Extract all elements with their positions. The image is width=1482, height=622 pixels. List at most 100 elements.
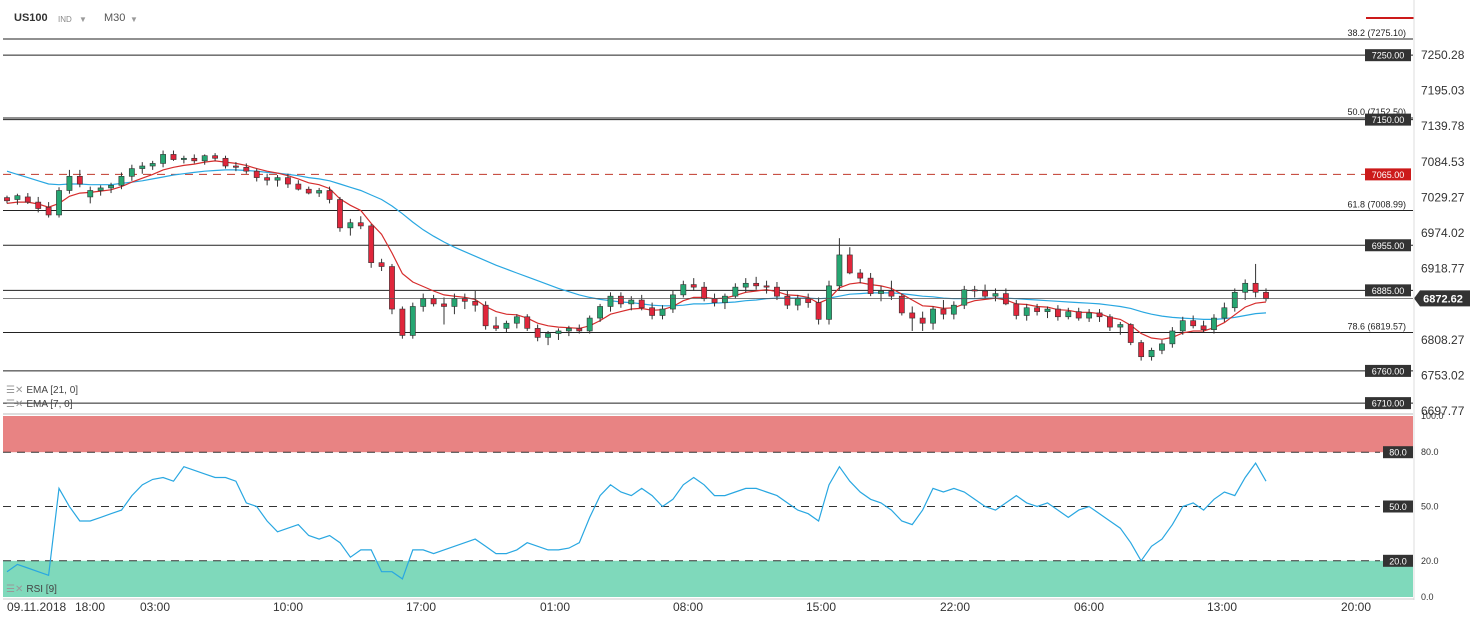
candle-down bbox=[357, 222, 364, 227]
candle-up bbox=[1211, 317, 1217, 330]
candle-up bbox=[586, 317, 593, 332]
candle-down bbox=[35, 201, 42, 209]
level-badge-label: 6710.00 bbox=[1372, 399, 1405, 409]
candle-down bbox=[1138, 342, 1145, 358]
candle-down bbox=[337, 199, 343, 229]
candle-up bbox=[961, 289, 968, 306]
time-tick-label: 13:00 bbox=[1207, 600, 1237, 614]
ema21-legend[interactable]: ☰✕ EMA [21, 0] bbox=[6, 385, 78, 396]
candle-up bbox=[87, 190, 94, 198]
candle-down bbox=[222, 157, 229, 167]
candle-up bbox=[722, 295, 728, 303]
candle-up bbox=[836, 254, 843, 287]
candle-up bbox=[1086, 312, 1093, 319]
candle-down bbox=[867, 277, 874, 294]
candle-down bbox=[1252, 282, 1259, 293]
candle-down bbox=[888, 290, 895, 297]
rsi-tick-label: 50.0 bbox=[1421, 502, 1439, 512]
candle-up bbox=[1148, 349, 1155, 358]
candle-up bbox=[1159, 343, 1165, 351]
candle-down bbox=[784, 295, 791, 306]
candle-down bbox=[1055, 308, 1061, 318]
candle-down bbox=[191, 157, 198, 162]
candle-up bbox=[201, 155, 208, 162]
candle-down bbox=[617, 295, 624, 305]
candle-up bbox=[274, 177, 281, 181]
price-tick-label: 6753.02 bbox=[1421, 368, 1465, 382]
candle-down bbox=[264, 177, 271, 181]
time-tick-label: 08:00 bbox=[673, 600, 703, 614]
candle-down bbox=[763, 285, 770, 288]
rsi-tick-label: 0.0 bbox=[1421, 592, 1434, 602]
level-badge-label: 6760.00 bbox=[1372, 366, 1405, 376]
candle-up bbox=[180, 157, 187, 160]
price-tick-label: 6808.27 bbox=[1421, 333, 1465, 347]
candle-up bbox=[1117, 324, 1124, 328]
candle-up bbox=[680, 284, 687, 296]
candle-up bbox=[118, 176, 125, 186]
price-tick-label: 6974.02 bbox=[1421, 226, 1465, 240]
candle-up bbox=[347, 222, 354, 229]
level-badge-label: 7150.00 bbox=[1372, 115, 1405, 125]
candle-down bbox=[1263, 291, 1269, 300]
settings-close-icon[interactable]: ☰✕ bbox=[6, 385, 24, 396]
candle-up bbox=[149, 163, 156, 167]
candle-down bbox=[4, 197, 10, 202]
instrument-class-label: IND bbox=[58, 15, 72, 24]
rsi-tick-label: 20.0 bbox=[1421, 556, 1439, 566]
candle-down bbox=[285, 177, 291, 185]
symbol-label[interactable]: US100 bbox=[14, 12, 48, 24]
candle-down bbox=[846, 254, 853, 274]
candle-up bbox=[503, 322, 510, 329]
candle-down bbox=[898, 295, 905, 314]
candle-up bbox=[1242, 282, 1249, 293]
candle-up bbox=[628, 299, 635, 305]
candle-up bbox=[607, 295, 614, 307]
candle-up bbox=[565, 328, 572, 332]
timeframe-label[interactable]: M30 bbox=[104, 12, 126, 24]
candle-down bbox=[170, 154, 177, 160]
candle-down bbox=[1096, 312, 1103, 318]
candle-up bbox=[826, 285, 832, 320]
candle-up bbox=[794, 298, 801, 306]
time-tick-label: 06:00 bbox=[1074, 600, 1104, 614]
candle-down bbox=[233, 165, 239, 168]
time-tick-label: 17:00 bbox=[406, 600, 436, 614]
time-tick-label: 20:00 bbox=[1341, 600, 1371, 614]
settings-close-icon[interactable]: ☰✕ bbox=[6, 584, 24, 595]
candle-down bbox=[493, 325, 499, 329]
level-badge-label: 6885.00 bbox=[1372, 286, 1405, 296]
time-tick-label: 18:00 bbox=[75, 600, 105, 614]
current-price-badge bbox=[1414, 290, 1470, 307]
candle-up bbox=[732, 286, 739, 297]
candle-up bbox=[139, 165, 146, 169]
candle-down bbox=[305, 188, 312, 194]
candle-up bbox=[108, 185, 114, 189]
candle-down bbox=[1190, 320, 1197, 327]
rsi-tick-label: 80.0 bbox=[1421, 447, 1439, 457]
settings-close-icon[interactable]: ☰✕ bbox=[6, 399, 24, 410]
ema7-legend[interactable]: ☰✕ EMA [7, 0] bbox=[6, 399, 72, 410]
level-badge bbox=[1365, 239, 1411, 252]
symbol-dropdown-icon[interactable]: ▼ bbox=[79, 15, 87, 24]
candle-down bbox=[638, 299, 645, 309]
time-tick-label: 01:00 bbox=[540, 600, 570, 614]
candle-down bbox=[1013, 303, 1020, 316]
candle-up bbox=[597, 306, 603, 319]
level-badge bbox=[1365, 49, 1411, 62]
level-badge-label: 7250.00 bbox=[1372, 51, 1405, 61]
candle-down bbox=[430, 298, 437, 305]
candle-down bbox=[534, 328, 541, 338]
rsi-band-badge bbox=[1383, 500, 1413, 513]
candle-up bbox=[14, 195, 21, 200]
candle-up bbox=[97, 187, 104, 191]
rsi-legend[interactable]: ☰✕ RSI [9] bbox=[6, 584, 57, 595]
candle-down bbox=[982, 290, 988, 297]
candle-down bbox=[243, 166, 250, 172]
candle-down bbox=[1075, 311, 1082, 319]
candle-up bbox=[56, 190, 62, 216]
timeframe-dropdown-icon[interactable]: ▼ bbox=[130, 15, 138, 24]
level-badge-label: 7065.00 bbox=[1372, 170, 1405, 180]
time-tick-label: 10:00 bbox=[273, 600, 303, 614]
